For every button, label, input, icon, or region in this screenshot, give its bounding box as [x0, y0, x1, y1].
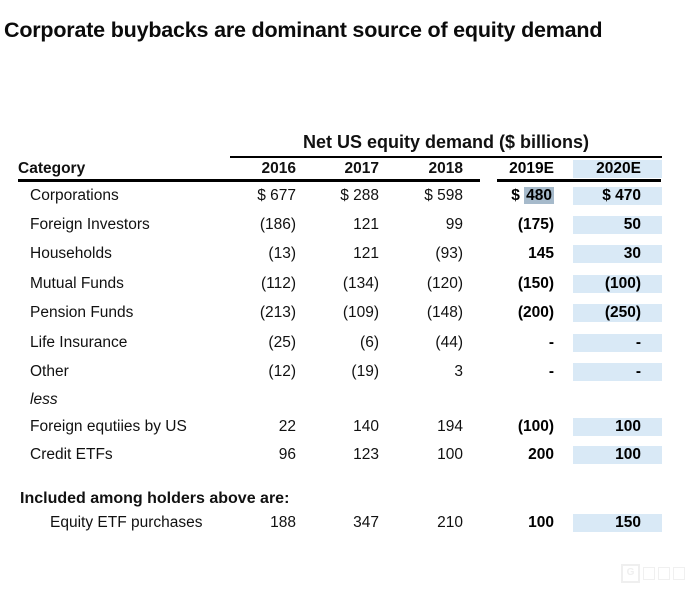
table-row-foreign-equities-by-us: Foreign equtiies by US 22 140 194 (100) …: [18, 413, 662, 441]
row-label: Corporations: [30, 186, 119, 204]
cell-2017: $ 288: [340, 186, 379, 204]
row-label: Foreign Investors: [30, 216, 150, 234]
column-header-2019e: 2019E: [509, 159, 554, 177]
spacer: [18, 469, 662, 489]
cell-2019e: 200: [528, 445, 554, 463]
watermark-gelonghui-logo: G: [621, 564, 685, 583]
table-row-credit-etfs: Credit ETFs 96 123 100 200 100: [18, 441, 662, 469]
cell-2020e: 100: [573, 445, 662, 464]
cell-2016: (13): [268, 245, 296, 263]
cell-2020e: $ 470: [573, 186, 662, 205]
row-label: Credit ETFs: [30, 445, 113, 463]
table-row-corporations: Corporations $ 677 $ 288 $ 598 $ 480 $ 4…: [18, 181, 662, 210]
row-label: Households: [30, 245, 112, 263]
cell-2016: (12): [268, 363, 296, 381]
column-header-2020e: 2020E: [573, 159, 662, 178]
row-label: Mutual Funds: [30, 274, 124, 292]
cell-2017: 347: [353, 513, 379, 531]
header-underline-left: [18, 179, 480, 182]
cell-2016: 22: [278, 417, 296, 435]
cell-2020e: -: [573, 363, 662, 382]
cell-2017: 140: [353, 417, 379, 435]
table-row-less: less: [18, 387, 662, 413]
cell-2018: 99: [445, 216, 463, 234]
cell-2016: (213): [259, 304, 296, 322]
table-header-row: Net US equity demand ($ billions): [18, 130, 662, 158]
cell-2018: (120): [426, 274, 463, 292]
cell-2019e: 100: [528, 513, 554, 531]
cell-2017: (109): [342, 304, 379, 322]
header-underline-right: [497, 179, 661, 182]
cell-2017: 121: [353, 216, 379, 234]
table-row-foreign-investors: Foreign Investors (186) 121 99 (175) 50: [18, 210, 662, 239]
less-label: less: [30, 390, 58, 408]
dollar-sign: $: [511, 186, 520, 204]
cell-2020e: 50: [573, 216, 662, 235]
cell-2019e: (200): [517, 304, 554, 322]
cell-2016: 96: [278, 445, 296, 463]
highlighted-value: 480: [524, 186, 554, 204]
cell-2016: (112): [260, 274, 296, 292]
cell-2016: 188: [270, 513, 296, 531]
watermark-char-icon: [673, 567, 685, 580]
cell-2019e: -: [548, 363, 554, 381]
table-row-mutual-funds: Mutual Funds (112) (134) (120) (150) (10…: [18, 269, 662, 298]
row-label: Pension Funds: [30, 304, 134, 322]
column-header-2017: 2017: [344, 159, 379, 177]
column-header-row: Category 2016 2017 2018 2019E 2020E: [18, 156, 662, 181]
column-header-category: Category: [18, 159, 86, 177]
cell-2020e: (250): [573, 304, 662, 323]
cell-2020e: 30: [573, 245, 662, 264]
row-label: Equity ETF purchases: [50, 513, 203, 531]
cell-2017: (6): [360, 333, 379, 351]
table-row-equity-etf-purchases: Equity ETF purchases 188 347 210 100 150: [18, 509, 662, 537]
cell-2016: $ 677: [257, 186, 296, 204]
row-label: Life Insurance: [30, 333, 128, 351]
cell-2018: (148): [426, 304, 463, 322]
watermark-char-icon: [658, 567, 670, 580]
cell-2019e: (100): [517, 417, 554, 435]
included-header-row: Included among holders above are:: [18, 489, 662, 509]
cell-2020e: (100): [573, 274, 662, 293]
row-label: Other: [30, 363, 69, 381]
cell-2019e: (150): [517, 274, 554, 292]
table-title: Net US equity demand ($ billions): [230, 130, 662, 158]
watermark-g-icon: G: [621, 564, 640, 583]
cell-2020e: 150: [573, 513, 662, 532]
table-row-pension-funds: Pension Funds (213) (109) (148) (200) (2…: [18, 299, 662, 328]
table-row-life-insurance: Life Insurance (25) (6) (44) - -: [18, 328, 662, 357]
column-header-2016: 2016: [261, 159, 296, 177]
row-label: Foreign equtiies by US: [30, 417, 187, 435]
cell-2018: 3: [454, 363, 463, 381]
column-header-2018: 2018: [428, 159, 463, 177]
cell-2018: 210: [437, 513, 463, 531]
cell-2017: (134): [342, 274, 379, 292]
cell-2019e: 145: [528, 245, 554, 263]
table-row-households: Households (13) 121 (93) 145 30: [18, 240, 662, 269]
cell-2019e: -: [548, 333, 554, 351]
cell-2019e: $ 480: [481, 186, 573, 205]
cell-2018: (93): [435, 245, 463, 263]
cell-2018: 194: [437, 417, 463, 435]
cell-2017: 123: [353, 445, 379, 463]
cell-2018: (44): [435, 333, 463, 351]
cell-2016: (25): [268, 333, 296, 351]
cell-2019e: (175): [517, 216, 554, 234]
equity-demand-table: Net US equity demand ($ billions) Catego…: [18, 130, 662, 537]
page-title: Corporate buybacks are dominant source o…: [4, 18, 603, 42]
cell-2016: (186): [259, 216, 296, 234]
table-row-other: Other (12) (19) 3 - -: [18, 357, 662, 386]
cell-2017: 121: [353, 245, 379, 263]
watermark-char-icon: [643, 567, 655, 580]
cell-2020e: -: [573, 333, 662, 352]
cell-2018: 100: [437, 445, 463, 463]
cell-2017: (19): [351, 363, 379, 381]
cell-2020e: 100: [573, 417, 662, 436]
included-label: Included among holders above are:: [20, 489, 290, 507]
cell-2018: $ 598: [424, 186, 463, 204]
